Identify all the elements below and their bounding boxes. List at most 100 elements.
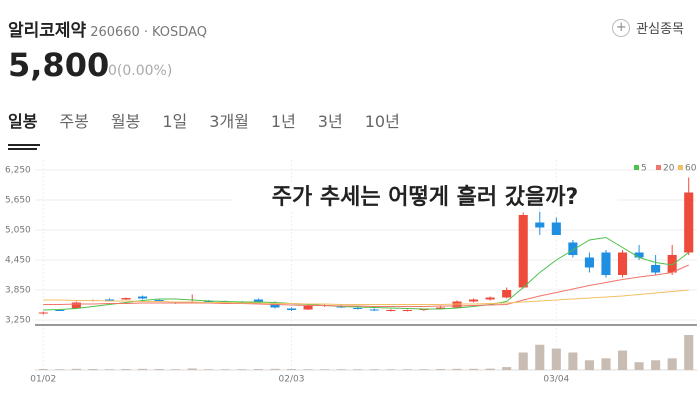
watch-label: 관심종목 [636, 22, 684, 37]
tab[interactable]: 3년 [317, 112, 343, 131]
y-tick-label: 4,450 [5, 256, 31, 266]
candle-body [253, 299, 263, 303]
legend-swatch [678, 165, 683, 170]
candle-body [551, 222, 561, 235]
legend-swatch [634, 165, 639, 170]
y-tick-label: 6,250 [5, 166, 31, 176]
volume-bar [667, 358, 677, 370]
candle-body [601, 252, 611, 275]
volume-bar [568, 352, 578, 370]
volume-bar [469, 368, 479, 370]
volume-bar [237, 369, 247, 370]
market: KOSDAQ [151, 25, 207, 40]
volume-bar [171, 369, 181, 370]
title-bg [232, 182, 618, 212]
volume-bar [253, 369, 263, 370]
volume-bar [634, 362, 644, 370]
candle-body [303, 306, 313, 310]
volume-bar [320, 369, 330, 370]
candle-body [71, 302, 81, 309]
candle-body [684, 192, 694, 253]
legend-label: 5 [641, 164, 647, 174]
watch-button[interactable]: + 관심종목 [612, 18, 684, 37]
volume-bar [419, 369, 429, 370]
ma-line [43, 236, 690, 311]
volume-bar [402, 369, 412, 370]
tab[interactable]: 주봉 [59, 112, 89, 131]
volume-bar [551, 348, 561, 370]
volume-bar [584, 360, 594, 370]
candle-body [435, 307, 446, 309]
volume-bar [88, 369, 98, 370]
candle-body [634, 252, 644, 258]
volume-bar [353, 369, 363, 370]
volume-bar [435, 369, 446, 370]
x-tick-label: 01/02 [30, 375, 56, 385]
volume-bar [336, 369, 346, 370]
candle-body [485, 297, 495, 300]
volume-bar [452, 368, 462, 370]
candle-body [469, 299, 479, 302]
legend-label: 60 [685, 164, 697, 174]
candle-body [617, 252, 628, 275]
ma-line [43, 264, 689, 307]
volume-bar [220, 369, 230, 370]
candle-body [667, 255, 677, 273]
candle-body [535, 222, 545, 228]
chart-title: 주가 추세는 어떻게 흘러 갔을까? [272, 184, 579, 210]
change: 0(0.00%) [108, 63, 173, 79]
candle-body [353, 308, 363, 309]
candle-body [38, 312, 48, 314]
volume-bar [303, 369, 313, 370]
volume-bar [154, 369, 164, 370]
x-tick-label: 02/03 [279, 375, 305, 385]
stock-name: 알리코제약 [8, 21, 87, 41]
candle-body [651, 265, 661, 273]
separator: · [143, 25, 148, 40]
volume-bar [535, 344, 545, 370]
volume-bar [55, 369, 65, 370]
y-tick-label: 3,850 [5, 286, 31, 296]
volume-bar [601, 358, 611, 370]
volume-bar [369, 369, 379, 370]
volume-bar [651, 360, 661, 370]
candle-body [104, 299, 115, 301]
x-tick-label: 03/04 [543, 375, 569, 385]
candle-body [568, 242, 578, 255]
tab[interactable]: 1년 [270, 112, 296, 131]
plus-icon: + [612, 18, 631, 37]
header: 알리코제약 260660 · KOSDAQ [8, 16, 207, 41]
tab[interactable]: 3개월 [209, 112, 249, 131]
volume-bar [518, 352, 528, 370]
volume-bar [104, 369, 115, 370]
volume-bar [138, 368, 148, 370]
candle-body [154, 300, 164, 301]
price: 5,800 [8, 46, 110, 84]
candle-body [386, 310, 396, 311]
candle-body [121, 298, 131, 300]
tab[interactable]: 10년 [364, 112, 400, 131]
stock-code: 260660 [90, 25, 140, 40]
candle-body [286, 308, 297, 310]
y-tick-label: 5,650 [5, 196, 31, 206]
y-tick-label: 3,250 [5, 316, 31, 326]
tab[interactable]: 1일 [162, 112, 188, 131]
candle-body [584, 257, 594, 268]
candle-body [138, 296, 148, 299]
candle-body [55, 310, 65, 311]
candle-body [518, 215, 528, 288]
ma-line [43, 289, 689, 305]
candle-body [502, 290, 512, 298]
tab[interactable]: 일봉 [8, 108, 38, 150]
volume-bar [270, 368, 280, 370]
volume-bar [684, 335, 694, 370]
tab[interactable]: 월봉 [110, 112, 141, 131]
legend-label: 20 [663, 164, 675, 174]
candle-body [402, 310, 412, 311]
volume-bar [617, 350, 628, 370]
volume-bar [286, 369, 297, 370]
candle-body [369, 309, 379, 311]
volume-bar [121, 369, 131, 370]
